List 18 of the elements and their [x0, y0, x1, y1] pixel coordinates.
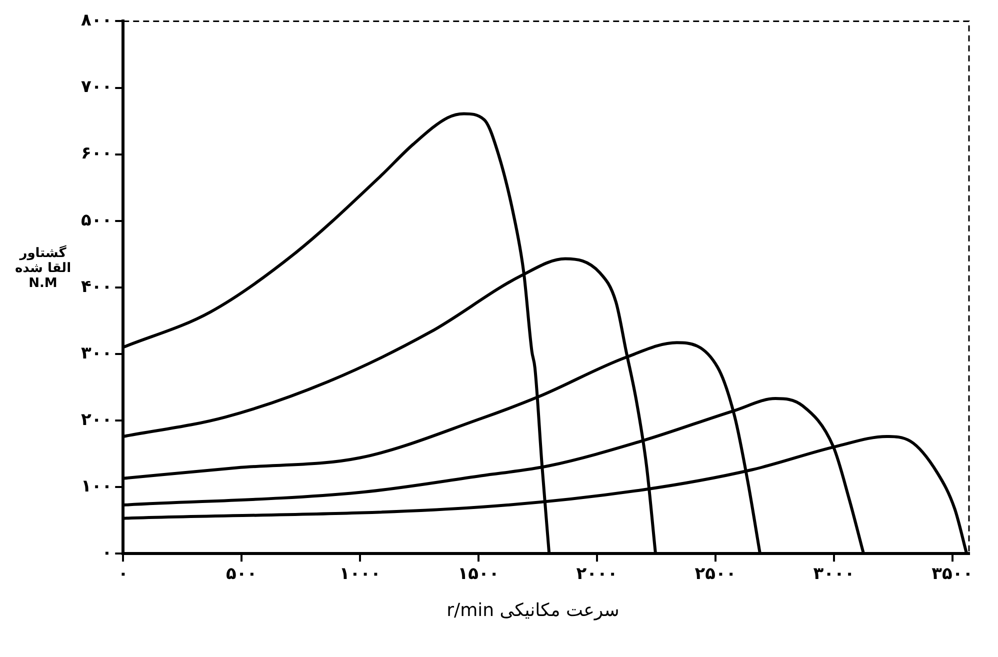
y-tick-label: ۲۰۰	[80, 410, 112, 430]
x-axis-title: سرعت مکانیکی r/min	[446, 600, 620, 621]
y-tick-label: ۵۰۰	[80, 210, 112, 230]
y-tick-label: ۰	[102, 543, 112, 564]
y-tick-label: ۷۰۰	[80, 77, 112, 98]
y-tick-label: ۸۰۰	[80, 10, 112, 31]
x-tick-label: ۲۰۰۰	[576, 564, 618, 584]
x-tick-label: ۰	[118, 564, 128, 584]
x-tick-label: ۳۰۰۰	[813, 564, 855, 584]
y-tick-label: ۶۰۰	[80, 144, 112, 164]
x-tick-label: ۲۵۰۰	[694, 564, 736, 584]
x-tick-label: ۱۵۰۰	[458, 564, 500, 584]
x-tick-label: ۱۰۰۰	[339, 564, 381, 584]
x-tick-label: ۳۵۰۰	[932, 564, 974, 584]
y-tick-label: ۱۰۰	[80, 476, 112, 496]
x-tick-label: ۵۰۰	[226, 564, 258, 584]
y-tick-label: ۴۰۰	[80, 276, 112, 297]
y-tick-label: ۳۰۰	[80, 343, 112, 364]
